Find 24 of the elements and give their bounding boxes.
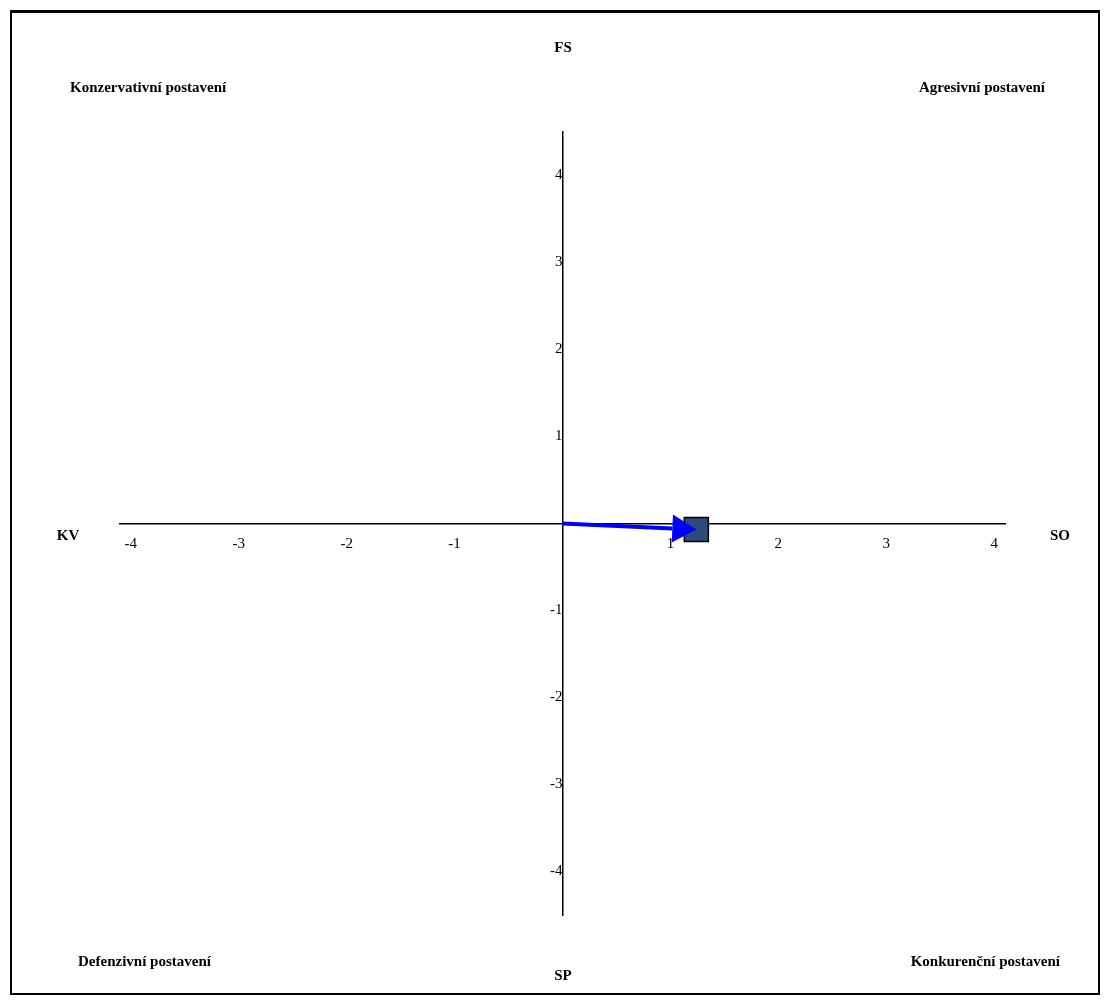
text: SP [554, 966, 572, 983]
text: Defenzivní postavení [78, 952, 212, 969]
y-tick-label: -4 [550, 862, 563, 879]
text: Konkurenční postavení [910, 952, 1061, 969]
y-tick-label: 2 [555, 340, 563, 357]
text: SO [1049, 526, 1071, 543]
y-tick-label: -3 [550, 775, 563, 792]
y-tick-label: 3 [555, 253, 563, 270]
text: KV [56, 526, 80, 543]
text: FS [554, 38, 572, 55]
x-tick-label: -3 [232, 535, 245, 552]
x-tick-label: 4 [990, 535, 999, 552]
text: Konzervativní postavení [70, 78, 228, 95]
x-tick-label: 2 [774, 535, 783, 552]
text: Agresivní postavení [919, 78, 1046, 95]
y-tick-label: 1 [555, 427, 563, 444]
x-tick-label: -1 [448, 535, 461, 552]
x-tick-label: 1 [666, 535, 675, 552]
y-tick-label: 4 [555, 166, 563, 183]
x-tick-label: 3 [882, 535, 891, 552]
y-tick-label: -1 [550, 601, 563, 618]
x-tick-label: -4 [124, 535, 138, 552]
x-tick-label: -2 [340, 535, 353, 552]
y-tick-label: -2 [550, 688, 563, 705]
